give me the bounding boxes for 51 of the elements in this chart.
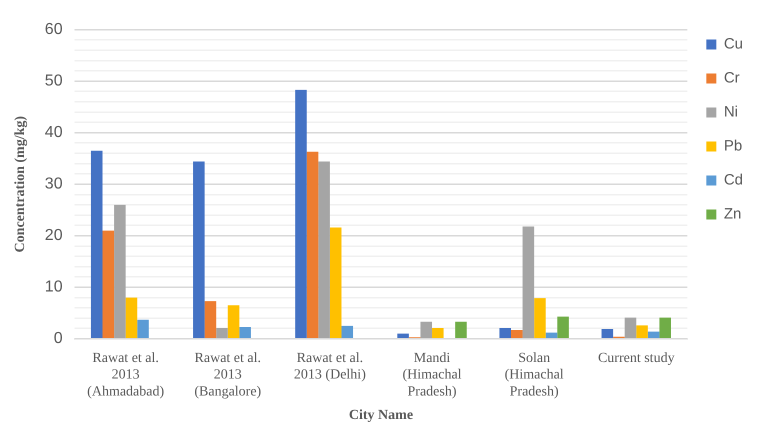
bar bbox=[114, 204, 126, 338]
bar bbox=[341, 326, 354, 338]
x-tick-label: Rawat et al. 2013 (Ahmadabad) bbox=[87, 350, 164, 400]
legend-label: Cu bbox=[724, 36, 744, 53]
bar bbox=[636, 325, 648, 338]
x-tick-label: Mandi (Himachal Pradesh) bbox=[402, 350, 462, 400]
legend-label: Pb bbox=[724, 138, 742, 155]
y-tick-label: 30 bbox=[44, 176, 63, 193]
bar bbox=[510, 330, 523, 338]
x-tick-label: Rawat et al. 2013 (Bangalore) bbox=[194, 350, 262, 400]
y-tick-label: 40 bbox=[44, 124, 63, 142]
x-tick-label: Solan (Himachal Pradesh) bbox=[504, 350, 564, 400]
bar bbox=[659, 318, 671, 338]
x-tick-label: Current study bbox=[598, 350, 675, 366]
bar bbox=[455, 322, 467, 338]
bar bbox=[499, 328, 511, 338]
bar bbox=[397, 334, 409, 338]
bar bbox=[318, 162, 330, 338]
y-tick-label: 50 bbox=[44, 72, 63, 90]
legend-label: Cr bbox=[724, 70, 740, 87]
bar bbox=[193, 162, 205, 338]
bar bbox=[546, 332, 558, 338]
bar bbox=[228, 305, 240, 338]
bar bbox=[306, 152, 318, 338]
bar bbox=[239, 326, 251, 338]
bar bbox=[137, 320, 149, 338]
bar bbox=[522, 226, 534, 338]
bar bbox=[534, 298, 546, 338]
x-tick-label: Rawat et al. 2013 (Delhi) bbox=[294, 350, 366, 383]
y-tick-label: 20 bbox=[44, 227, 63, 244]
bar bbox=[90, 150, 103, 338]
y-tick-label: 0 bbox=[54, 330, 63, 348]
y-tick-label: 10 bbox=[44, 278, 63, 296]
bar bbox=[420, 322, 432, 338]
bar bbox=[204, 301, 216, 338]
bar bbox=[602, 329, 614, 338]
bar bbox=[330, 227, 342, 338]
bar bbox=[216, 328, 228, 338]
bar bbox=[126, 298, 138, 338]
y-tick-label: 60 bbox=[44, 21, 63, 38]
legend-label: Zn bbox=[724, 206, 742, 223]
bar bbox=[648, 332, 660, 338]
legend-label: Cd bbox=[724, 172, 744, 189]
bar bbox=[295, 90, 307, 338]
bar bbox=[432, 328, 444, 338]
bar bbox=[624, 318, 636, 338]
bar bbox=[557, 316, 569, 338]
legend-label: Ni bbox=[724, 104, 738, 121]
x-axis-title: City Name bbox=[348, 408, 414, 424]
y-axis-title: Concentration (mg/kg) bbox=[13, 116, 28, 252]
bar bbox=[102, 230, 114, 338]
